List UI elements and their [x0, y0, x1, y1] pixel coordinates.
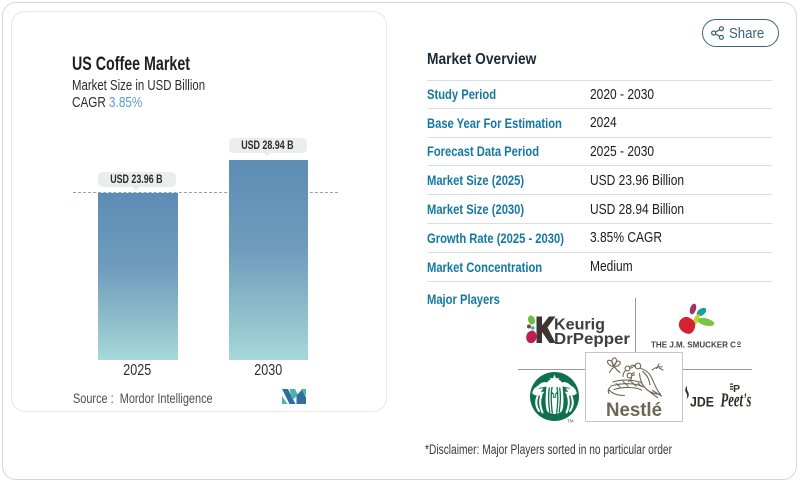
svg-text:o: o [737, 340, 741, 347]
svg-text:Nestlé: Nestlé [606, 400, 662, 421]
svg-text:P: P [733, 383, 740, 395]
svg-text:THE J.M. SMUCKER C: THE J.M. SMUCKER C [651, 340, 736, 350]
svg-text:Keurig: Keurig [554, 317, 605, 334]
svg-text:TM: TM [567, 419, 574, 424]
svg-text:DrPepper: DrPepper [554, 331, 630, 347]
svg-text:JDE: JDE [690, 395, 714, 410]
svg-text:Peet's: Peet's [720, 390, 752, 412]
